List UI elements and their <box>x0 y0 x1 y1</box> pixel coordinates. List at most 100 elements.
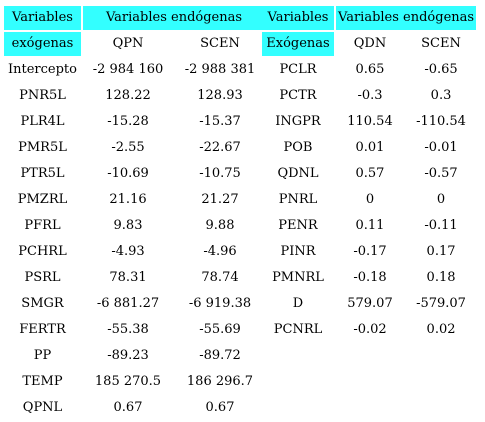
coefficient-cell: 0.01 <box>355 140 385 155</box>
row-variable-name: PMZRL <box>17 192 68 207</box>
coefficient-cell: 0.67 <box>113 400 143 415</box>
row-variable-name: PTR5L <box>20 166 65 181</box>
coefficient-cell: -579.07 <box>416 296 466 311</box>
header-row-1: Variables Variables endógenas <box>4 6 265 30</box>
table-row: PTR5L -10.69 -10.75 <box>4 162 265 186</box>
row-variable-name: INGPR <box>275 114 321 129</box>
row-variable-name: TEMP <box>22 374 63 389</box>
row-variable-name: PENR <box>278 218 318 233</box>
row-variable-name: QDNL <box>277 166 319 181</box>
table-row: PMR5L -2.55 -22.67 <box>4 136 265 160</box>
coefficient-cell: 78.31 <box>109 270 147 285</box>
exogenous-coefficients-table-left: Variables Variables endógenas exógenas QPN S… <box>2 4 267 422</box>
table-row: POB 0.01 -0.01 <box>262 136 476 160</box>
row-variable-name: PMNRL <box>272 270 324 285</box>
table-row: PCHRL -4.93 -4.96 <box>4 240 265 264</box>
table-row: PSRL 78.31 78.74 <box>4 266 265 290</box>
coefficient-cell: 0.18 <box>426 270 456 285</box>
row-variable-name: PSRL <box>24 270 61 285</box>
column-header: SCEN <box>421 36 461 51</box>
table-row: INGPR 110.54 -110.54 <box>262 110 476 134</box>
table-row: SMGR -6 881.27 -6 919.38 <box>4 292 265 316</box>
header-exogenous-label: Exógenas <box>262 32 334 56</box>
table-row: PNRL 0 0 <box>262 188 476 212</box>
row-variable-name: PNR5L <box>19 88 66 103</box>
coefficient-cell: -6 881.27 <box>96 296 160 311</box>
coefficient-cell: 186 296.7 <box>186 374 254 389</box>
coefficient-cell: 579.07 <box>347 296 393 311</box>
table-row: PINR -0.17 0.17 <box>262 240 476 264</box>
coefficient-cell: -89.23 <box>107 348 149 363</box>
table-row: PMZRL 21.16 21.27 <box>4 188 265 212</box>
table-row: PENR 0.11 -0.11 <box>262 214 476 238</box>
coefficient-cell: -15.37 <box>199 114 241 129</box>
row-variable-name: PFRL <box>24 218 61 233</box>
header-endogenous-label: Variables endógenas <box>83 6 265 30</box>
row-variable-name: D <box>292 296 304 311</box>
coefficient-cell: 0.02 <box>426 322 456 337</box>
column-header: SCEN <box>200 36 240 51</box>
table-row: PCNRL -0.02 0.02 <box>262 318 476 342</box>
header-variables-label: Variables <box>4 6 81 30</box>
table-row: Intercepto -2 984 160 -2 988 381 <box>4 58 265 82</box>
coefficient-cell: -0.65 <box>424 62 458 77</box>
table-row: QPNL 0.67 0.67 <box>4 396 265 420</box>
coefficient-cell: 0 <box>436 192 446 207</box>
row-variable-name: PNRL <box>278 192 318 207</box>
row-variable-name: PLR4L <box>20 114 65 129</box>
header-row-2: Exógenas QDN SCEN <box>262 32 476 56</box>
coefficient-cell: 128.22 <box>105 88 151 103</box>
row-variable-name: Intercepto <box>8 62 77 77</box>
coefficient-cell: 9.88 <box>205 218 235 233</box>
table-row: PP -89.23 -89.72 <box>4 344 265 368</box>
header-variables-label: Variables <box>262 6 334 30</box>
row-variable-name: PCHRL <box>18 244 67 259</box>
exogenous-coefficients-table-right: Variables Variables endógenas Exógenas QDN S… <box>260 4 478 344</box>
coefficient-cell: -0.3 <box>357 88 383 103</box>
coefficient-cell: 0.3 <box>430 88 452 103</box>
coefficient-cell: 0 <box>365 192 375 207</box>
coefficient-cell: -10.69 <box>107 166 149 181</box>
table-row: PLR4L -15.28 -15.37 <box>4 110 265 134</box>
coefficient-cell: 110.54 <box>347 114 393 129</box>
table-row: PNR5L 128.22 128.93 <box>4 84 265 108</box>
coefficient-cell: -2.55 <box>111 140 145 155</box>
row-variable-name: PINR <box>280 244 316 259</box>
table-row: PMNRL -0.18 0.18 <box>262 266 476 290</box>
coefficient-cell: -0.18 <box>353 270 387 285</box>
coefficient-cell: -89.72 <box>199 348 241 363</box>
row-variable-name: QPNL <box>22 400 63 415</box>
coefficient-cell: -0.11 <box>424 218 458 233</box>
table-row: D 579.07 -579.07 <box>262 292 476 316</box>
table-row: TEMP 185 270.5 186 296.7 <box>4 370 265 394</box>
coefficient-cell: -10.75 <box>199 166 241 181</box>
coefficient-cell: -4.93 <box>111 244 145 259</box>
coefficient-cell: 185 270.5 <box>94 374 162 389</box>
coefficient-cell: -2 984 160 <box>92 62 164 77</box>
coefficient-cell: -55.69 <box>199 322 241 337</box>
column-header: QDN <box>353 36 387 51</box>
coefficient-cell: 128.93 <box>197 88 243 103</box>
header-row-1: Variables Variables endógenas <box>262 6 477 30</box>
header-row-2: exógenas QPN SCEN <box>4 32 265 56</box>
header-exogenous-label: exógenas <box>4 32 81 56</box>
coefficient-cell: 9.83 <box>113 218 143 233</box>
coefficient-cell: -55.38 <box>107 322 149 337</box>
table-row: PCTR -0.3 0.3 <box>262 84 476 108</box>
coefficient-cell: -110.54 <box>416 114 466 129</box>
coefficient-cell: -0.02 <box>353 322 387 337</box>
coefficient-cell: -0.01 <box>424 140 458 155</box>
row-variable-name: PCNRL <box>273 322 323 337</box>
row-variable-name: PMR5L <box>18 140 67 155</box>
table-row: PCLR 0.65 -0.65 <box>262 58 476 82</box>
coefficient-cell: -2 988 381 <box>184 62 256 77</box>
row-variable-name: PCLR <box>279 62 317 77</box>
table-row: PFRL 9.83 9.88 <box>4 214 265 238</box>
coefficient-cell: 0.65 <box>355 62 385 77</box>
coefficient-cell: 0.17 <box>426 244 456 259</box>
coefficient-cell: -6 919.38 <box>188 296 252 311</box>
row-variable-name: POB <box>283 140 313 155</box>
coefficient-cell: -4.96 <box>203 244 237 259</box>
coefficient-cell: 21.16 <box>109 192 147 207</box>
row-variable-name: PCTR <box>279 88 317 103</box>
